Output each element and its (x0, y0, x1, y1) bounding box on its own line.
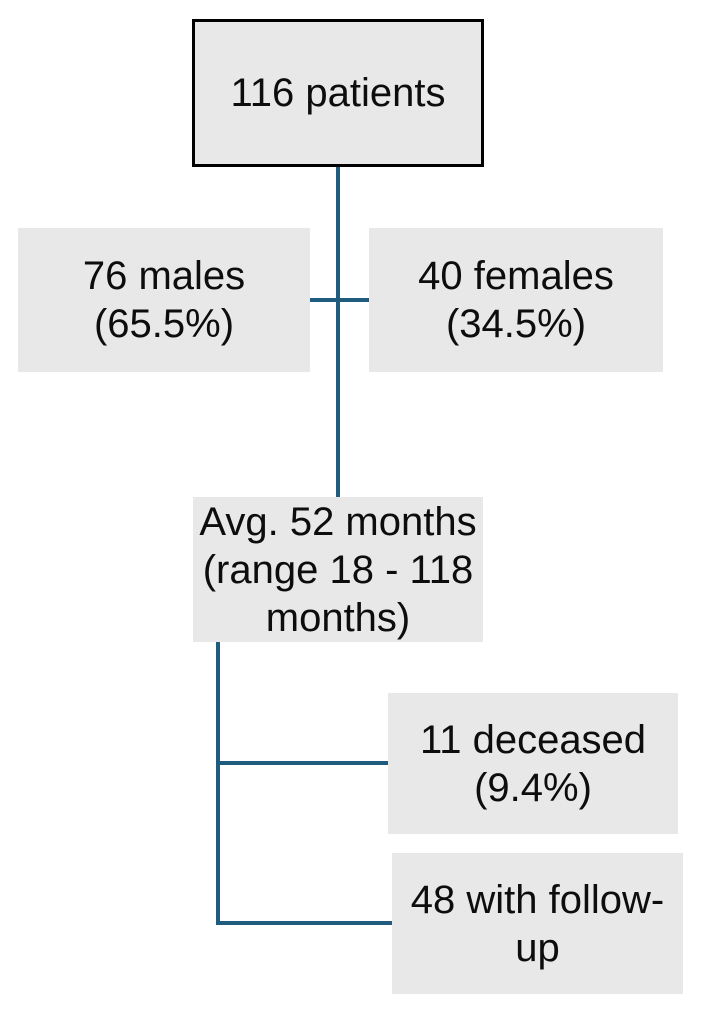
connector-avg-trunk (216, 642, 220, 925)
connector-branch-deceased (216, 761, 388, 765)
connector-branch-followup (216, 921, 392, 925)
connector-gender-tick (310, 298, 369, 302)
node-total-patients: 116 patients (192, 19, 484, 167)
node-females: 40 females (34.5%) (369, 228, 663, 372)
node-deceased: 11 deceased (9.4%) (388, 693, 678, 834)
connector-total-to-avg (336, 167, 340, 498)
node-followup-duration: Avg. 52 months (range 18 - 118 months) (193, 497, 483, 642)
node-males: 76 males (65.5%) (18, 228, 310, 372)
node-with-followup: 48 with follow- up (392, 853, 683, 994)
